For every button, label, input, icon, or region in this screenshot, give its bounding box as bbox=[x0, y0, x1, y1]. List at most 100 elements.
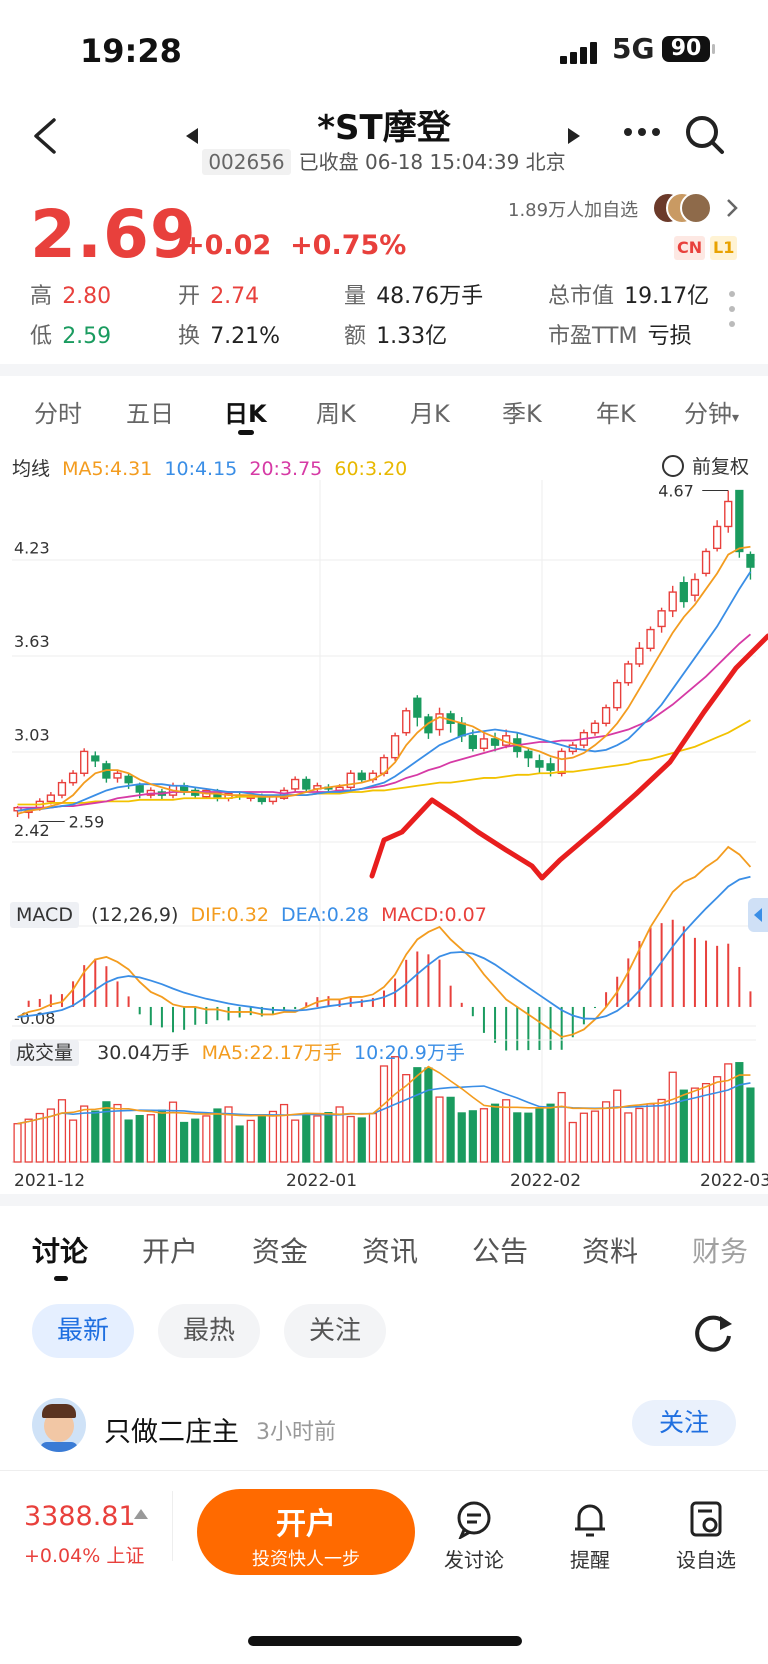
tab-discussion[interactable]: 讨论 bbox=[32, 1235, 89, 1268]
volume-bar bbox=[524, 1112, 533, 1163]
prev-stock-icon[interactable] bbox=[186, 128, 200, 144]
candle bbox=[457, 717, 466, 743]
filter-latest[interactable]: 最新 bbox=[32, 1304, 134, 1358]
tab-monthly-k[interactable]: 月K bbox=[410, 400, 450, 428]
candle bbox=[724, 490, 733, 533]
candle bbox=[57, 779, 67, 799]
alert-button[interactable]: 提醒 bbox=[550, 1499, 630, 1573]
change-abs: +0.02 bbox=[182, 230, 272, 261]
candle-body bbox=[124, 775, 133, 784]
index-value: 3388.81 bbox=[24, 1501, 136, 1532]
volume-bar bbox=[91, 1110, 100, 1163]
volume-bar bbox=[346, 1115, 355, 1163]
price-tick-label: 4.23 bbox=[14, 538, 50, 557]
low-price-annotation: 2.59 bbox=[69, 812, 105, 831]
candle-body bbox=[291, 778, 300, 790]
volume-bar bbox=[668, 1071, 677, 1163]
next-stock-icon[interactable] bbox=[568, 128, 582, 144]
tab-finance[interactable]: 财务 bbox=[692, 1235, 749, 1268]
candle bbox=[646, 626, 655, 652]
tab-announcements[interactable]: 公告 bbox=[472, 1235, 529, 1268]
post-discussion-button[interactable]: 发讨论 bbox=[434, 1499, 514, 1573]
volume-bar bbox=[601, 1101, 611, 1163]
tab-daily-k[interactable]: 日K bbox=[224, 400, 267, 428]
tab-weekly-k[interactable]: 周K bbox=[316, 400, 356, 428]
tab-news[interactable]: 资讯 bbox=[362, 1235, 419, 1268]
candle bbox=[535, 754, 544, 774]
more-icon[interactable] bbox=[622, 126, 662, 138]
ma60-line bbox=[17, 719, 751, 806]
candle-body bbox=[457, 722, 466, 737]
tab-intraday[interactable]: 分时 bbox=[34, 400, 82, 428]
volume-bar bbox=[291, 1119, 300, 1163]
volume-bar bbox=[613, 1089, 622, 1163]
candle-body bbox=[535, 760, 544, 768]
filter-hot[interactable]: 最热 bbox=[158, 1304, 260, 1358]
tab-5day[interactable]: 五日 bbox=[126, 400, 174, 428]
tab-quarterly-k[interactable]: 季K bbox=[502, 400, 542, 428]
quote-high: 高 2.80 bbox=[30, 284, 112, 309]
back-icon[interactable] bbox=[30, 116, 60, 156]
open-account-button[interactable]: 开户 投资快人一步 bbox=[197, 1489, 415, 1575]
search-icon[interactable] bbox=[684, 114, 728, 158]
volume-bar bbox=[13, 1123, 22, 1163]
volume-bar bbox=[57, 1099, 67, 1163]
tab-open-account[interactable]: 开户 bbox=[142, 1235, 199, 1268]
macd-selector[interactable]: MACD bbox=[10, 902, 79, 928]
add-watchlist-button[interactable]: 设自选 bbox=[666, 1499, 746, 1573]
tab-profile[interactable]: 资料 bbox=[582, 1235, 639, 1268]
volume-bar bbox=[135, 1114, 144, 1163]
open-account-label: 开户 bbox=[276, 1507, 336, 1542]
candle bbox=[624, 660, 633, 686]
kline-chart[interactable]: 4.844.233.633.032.42 4.672.59 0.34-0.08 … bbox=[0, 480, 768, 1190]
date-tick-label: 2022-01 bbox=[286, 1171, 357, 1190]
volume-bar bbox=[446, 1096, 455, 1163]
volume-bar bbox=[146, 1114, 155, 1163]
date-axis: 2021-12 2022-01 2022-02 2022-03 bbox=[14, 1171, 768, 1190]
ma60-label: 60:3.20 bbox=[334, 458, 408, 480]
volume-ma5-line bbox=[17, 1065, 751, 1125]
refresh-icon[interactable] bbox=[690, 1310, 736, 1356]
candle bbox=[346, 770, 355, 791]
dea-line bbox=[17, 875, 751, 1020]
candle-body bbox=[679, 582, 688, 603]
candle-body bbox=[668, 591, 677, 612]
volume-selector[interactable]: 成交量 bbox=[10, 1040, 80, 1066]
tab-yearly-k[interactable]: 年K bbox=[596, 400, 636, 428]
status-time: 19:28 bbox=[80, 32, 182, 70]
index-change: +0.04% 上证 bbox=[24, 1545, 145, 1567]
tab-minute[interactable]: 分钟▾ bbox=[684, 400, 740, 428]
candle bbox=[68, 770, 78, 786]
volume-panel: 40.79万 bbox=[12, 1039, 756, 1163]
volume-bar bbox=[180, 1121, 189, 1163]
macd-panel: 0.34-0.08 bbox=[12, 845, 756, 1051]
volume-bar bbox=[224, 1106, 233, 1163]
adjust-toggle[interactable]: 前复权 bbox=[662, 452, 749, 479]
volume-bar bbox=[513, 1112, 522, 1163]
candle-body bbox=[746, 553, 755, 568]
volume-bar bbox=[435, 1096, 444, 1163]
chevron-right-icon[interactable] bbox=[726, 198, 738, 218]
volume-bar bbox=[357, 1117, 366, 1163]
filter-following[interactable]: 关注 bbox=[284, 1304, 386, 1358]
follow-button[interactable]: 关注 bbox=[632, 1400, 736, 1446]
candle bbox=[712, 520, 722, 552]
volume-bar bbox=[213, 1108, 222, 1163]
candle-body bbox=[91, 755, 100, 762]
volume-bar bbox=[379, 1065, 389, 1163]
post-username[interactable]: 只做二庄主 bbox=[104, 1417, 239, 1448]
volume-bar bbox=[124, 1119, 133, 1163]
user-avatar[interactable] bbox=[32, 1398, 86, 1452]
collapse-panel-tab[interactable] bbox=[748, 898, 768, 932]
stock-code: 002656 bbox=[202, 149, 291, 175]
candle bbox=[490, 732, 500, 752]
volume-bar bbox=[579, 1112, 588, 1163]
candle bbox=[668, 585, 677, 618]
tab-funds[interactable]: 资金 bbox=[252, 1235, 309, 1268]
volume-bar bbox=[80, 1105, 89, 1163]
bottom-toolbar: 3388.81 +0.04% 上证 开户 投资快人一步 发讨论 提醒 设自选 bbox=[0, 1470, 768, 1591]
candle bbox=[91, 751, 100, 768]
volume-bar bbox=[568, 1121, 577, 1163]
volume-bar bbox=[690, 1087, 700, 1163]
more-vertical-icon[interactable] bbox=[728, 290, 736, 328]
